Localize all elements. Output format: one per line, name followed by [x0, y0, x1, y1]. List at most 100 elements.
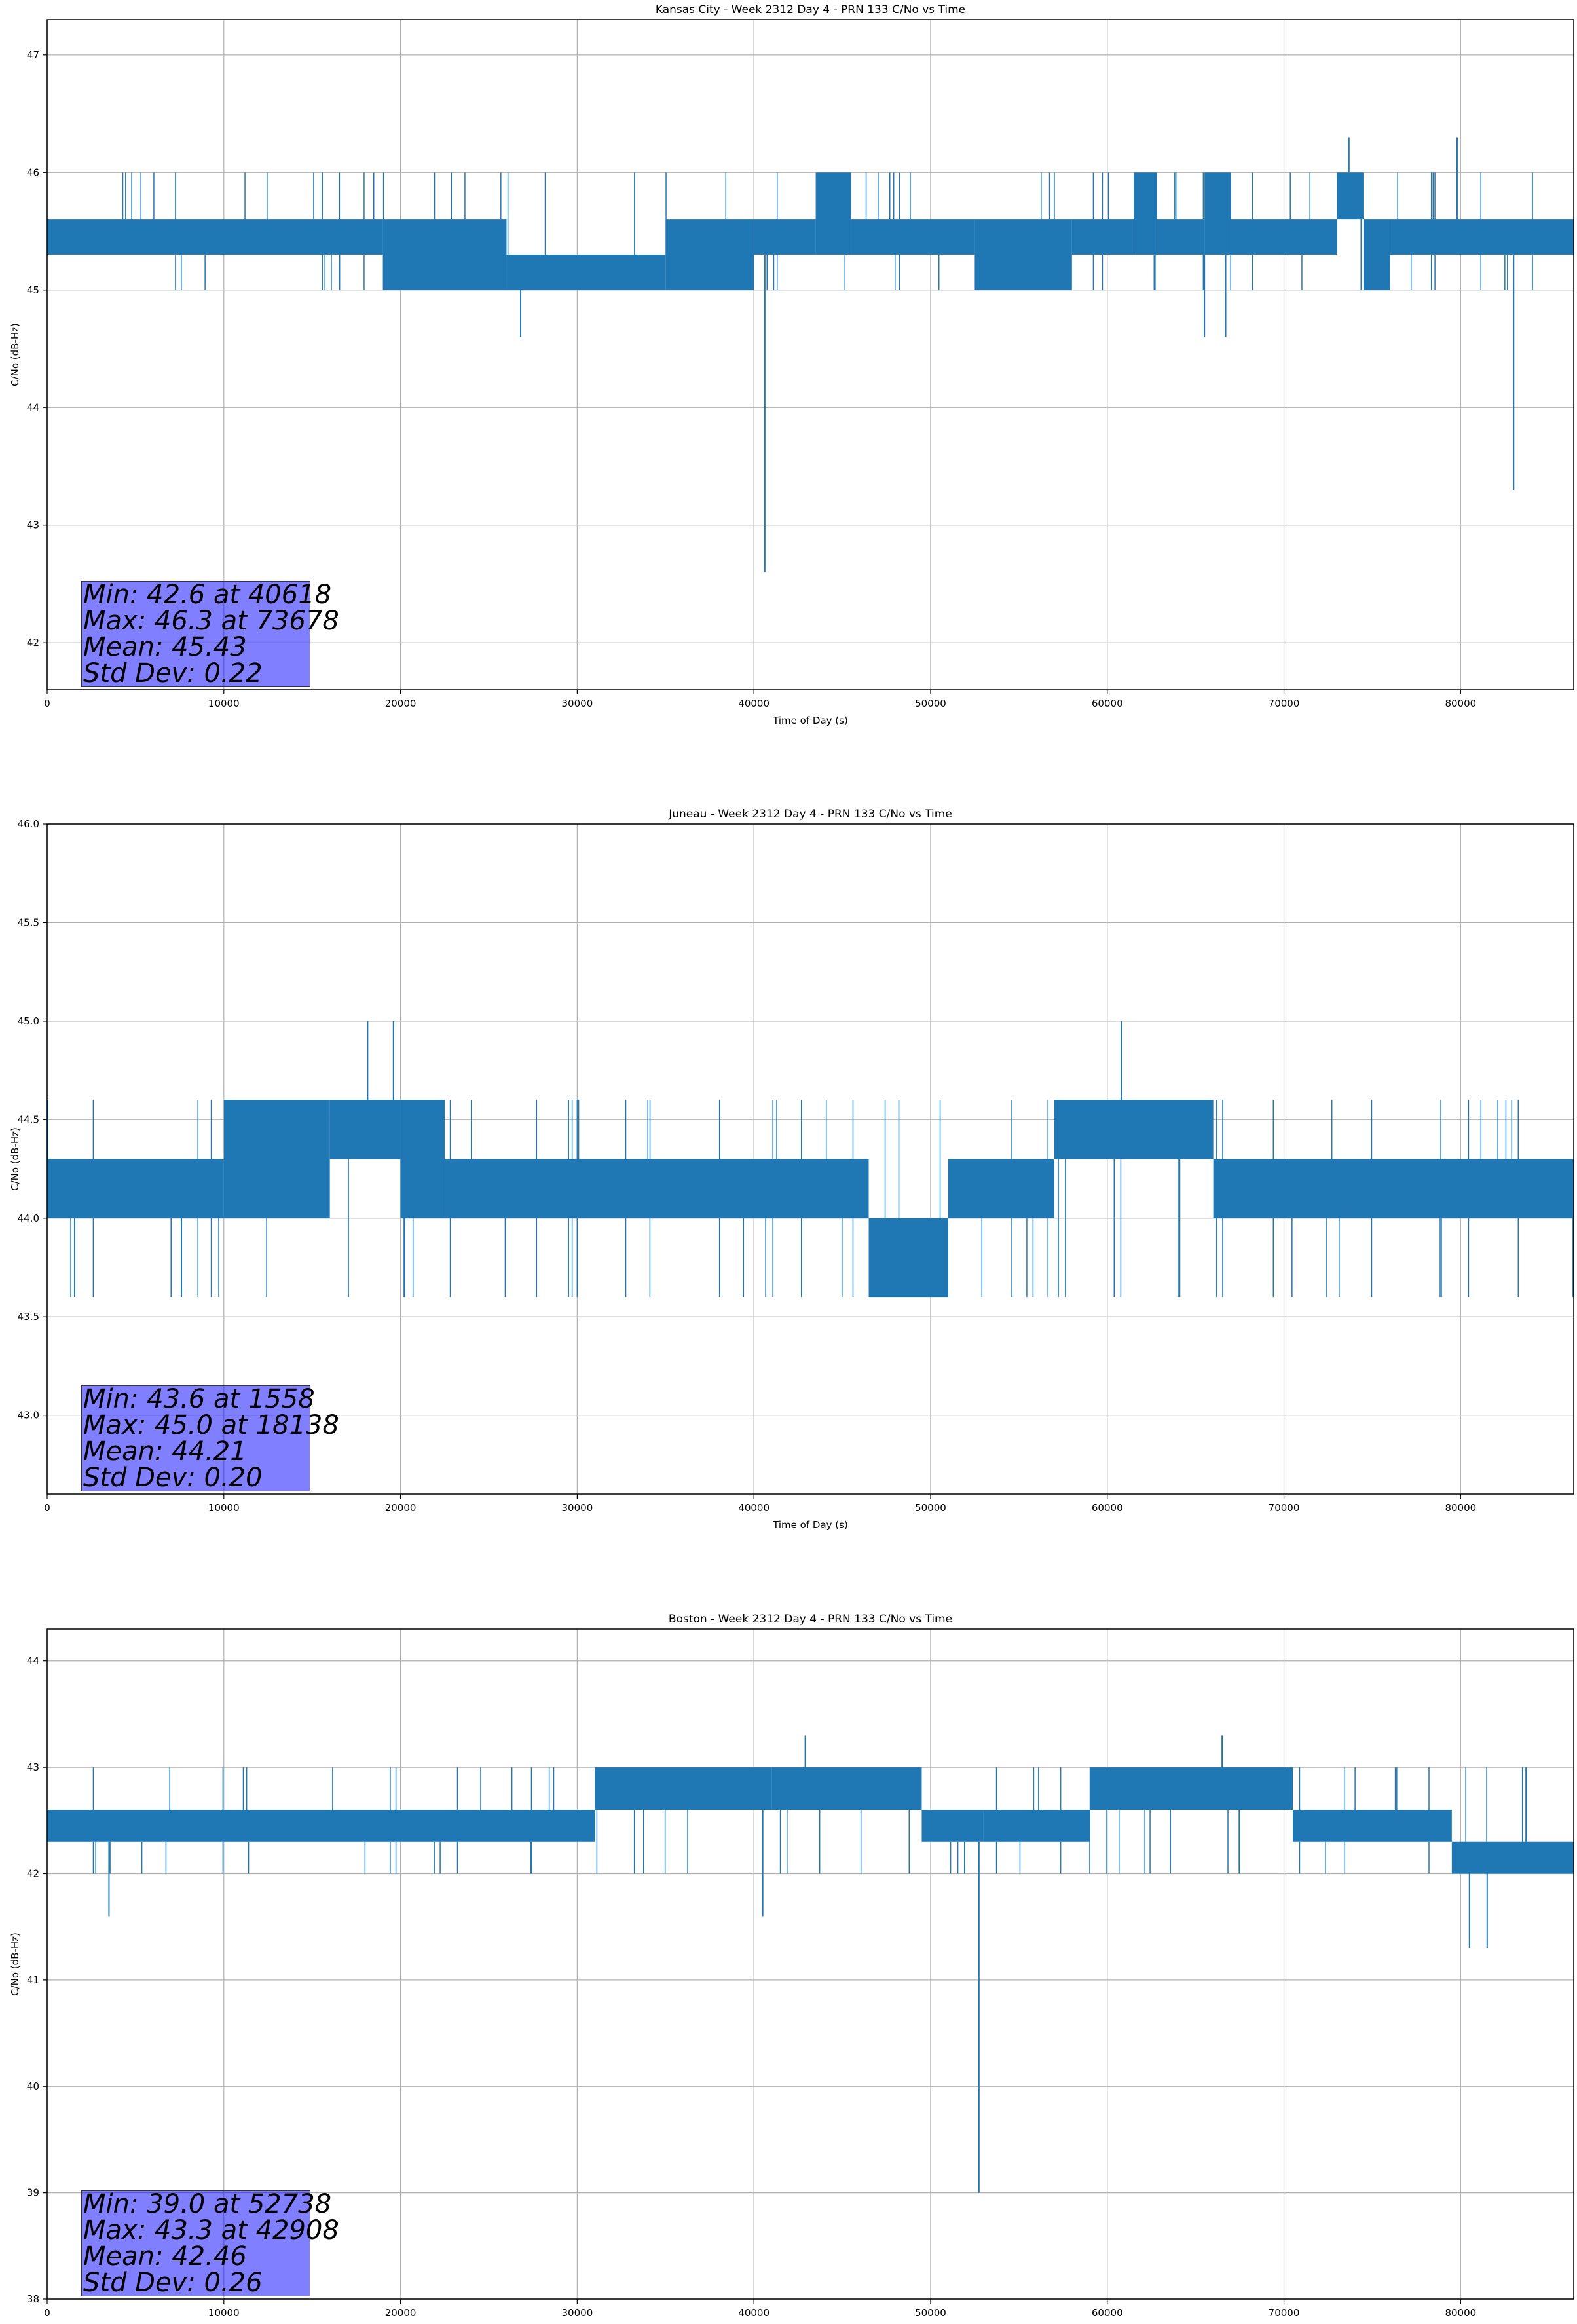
y-tick-label: 44: [27, 1655, 39, 1667]
band-segment: [1337, 172, 1364, 220]
band-segment: [47, 219, 383, 255]
y-tick-label: 43.0: [18, 1410, 39, 1421]
band-segment: [400, 1100, 445, 1218]
band-segment: [1363, 219, 1390, 290]
band-segment: [47, 1159, 224, 1218]
band-segment: [1204, 172, 1231, 255]
chart-1: 0 10000 20000 30000 40000 50000 60000 70000 8000…: [9, 808, 1574, 1531]
x-tick-label: 60000: [1092, 1502, 1123, 1514]
band-segment: [868, 1218, 948, 1298]
chart-title: Kansas City - Week 2312 Day 4 - PRN 133 …: [656, 3, 965, 16]
axes-frame: [46, 19, 1574, 690]
x-tick-label: 80000: [1445, 698, 1476, 709]
x-tick-label: 40000: [738, 2307, 770, 2319]
band-segment: [506, 254, 666, 290]
band-segment: [382, 219, 507, 290]
stats-line: Min: 39.0 at 52738: [83, 2189, 332, 2219]
y-tick-label: 41: [27, 1974, 39, 1986]
band-segment: [329, 1100, 401, 1159]
x-tick-label: 10000: [208, 1502, 240, 1514]
x-tick-label: 10000: [208, 2307, 240, 2319]
stats-box: Min: 39.0 at 52738 Max: 43.3 at 42908 Mean…: [81, 2189, 339, 2298]
x-tick-label: 20000: [385, 1502, 417, 1514]
band-segment: [47, 1810, 595, 1842]
x-tick-label: 50000: [915, 698, 946, 709]
x-tick-label: 80000: [1445, 1502, 1476, 1514]
stats-line: Min: 42.6 at 40618: [83, 580, 332, 610]
band-segment: [1134, 172, 1157, 255]
x-tick-label: 70000: [1269, 2307, 1300, 2319]
band-segment: [665, 219, 754, 290]
x-tick-label: 40000: [738, 1502, 770, 1514]
stats-line: Std Dev: 0.22: [83, 658, 263, 688]
band-segment: [921, 1810, 984, 1842]
y-tick-label: 46: [27, 166, 39, 178]
y-tick-label: 45.5: [18, 916, 39, 928]
y-tick-label: 43: [27, 1761, 39, 1773]
y-tick-label: 38: [27, 2293, 39, 2305]
band-segment: [1157, 219, 1205, 255]
x-tick-label: 0: [44, 698, 50, 709]
x-tick-label: 50000: [915, 1502, 946, 1514]
y-axis-label: C/No (dB-Hz): [9, 1932, 21, 1996]
chart-title: Juneau - Week 2312 Day 4 - PRN 133 C/No …: [668, 808, 952, 821]
stats-line: Max: 43.3 at 42908: [83, 2215, 339, 2245]
y-tick-label: 42: [27, 637, 39, 648]
x-tick-label: 40000: [738, 698, 770, 709]
x-tick-label: 70000: [1269, 698, 1300, 709]
x-tick-label: 0: [44, 2307, 50, 2319]
y-axis-label: C/No (dB-Hz): [9, 323, 21, 386]
band-segment: [851, 219, 975, 255]
band-segment: [1071, 219, 1134, 255]
band-segment: [974, 219, 1072, 290]
x-tick-label: 70000: [1269, 1502, 1300, 1514]
x-tick-label: 20000: [385, 2307, 417, 2319]
band-segment: [445, 1159, 869, 1218]
band-segment: [1054, 1100, 1214, 1159]
x-tick-label: 80000: [1445, 2307, 1476, 2319]
stats-line: Min: 43.6 at 1558: [83, 1384, 315, 1414]
y-tick-label: 45: [27, 284, 39, 296]
y-tick-label: 43: [27, 519, 39, 531]
stats-box: Min: 43.6 at 1558 Max: 45.0 at 18138 Mean:…: [81, 1384, 339, 1493]
band-segment: [1451, 1841, 1574, 1874]
stats-line: Mean: 45.43: [83, 632, 247, 662]
x-tick-label: 60000: [1092, 2307, 1123, 2319]
x-tick-label: 50000: [915, 2307, 946, 2319]
band-segment: [771, 1767, 922, 1810]
x-tick-label: 0: [44, 1502, 50, 1514]
band-segment: [754, 219, 816, 255]
stats-line: Mean: 44.21: [83, 1436, 247, 1467]
y-axis-label: C/No (dB-Hz): [9, 1127, 21, 1191]
band-segment: [1390, 219, 1574, 255]
x-tick-label: 30000: [562, 1502, 593, 1514]
data-series: [47, 1735, 1574, 2193]
y-tick-label: 45.0: [18, 1015, 39, 1027]
x-tick-label: 20000: [385, 698, 417, 709]
y-tick-label: 44.0: [18, 1212, 39, 1224]
y-tick-label: 39: [27, 2187, 39, 2199]
band-segment: [1213, 1159, 1574, 1218]
y-tick-label: 47: [27, 49, 39, 61]
stats-line: Mean: 42.46: [83, 2241, 247, 2272]
stats-line: Std Dev: 0.26: [83, 2268, 263, 2298]
y-tick-label: 40: [27, 2080, 39, 2092]
band-segment: [595, 1767, 772, 1810]
stats-line: Max: 45.0 at 18138: [83, 1410, 339, 1440]
y-tick-label: 46.0: [18, 818, 39, 830]
x-tick-label: 10000: [208, 698, 240, 709]
x-axis-label: Time of Day (s): [772, 1519, 848, 1531]
band-segment: [815, 172, 851, 255]
x-axis-label: Time of Day (s): [772, 715, 848, 726]
x-tick-label: 60000: [1092, 698, 1123, 709]
x-tick-label: 30000: [562, 698, 593, 709]
data-series: [47, 1021, 1574, 1298]
y-tick-label: 44: [27, 402, 39, 413]
data-series: [47, 137, 1574, 572]
y-tick-label: 42: [27, 1867, 39, 1879]
band-segment: [1231, 219, 1337, 255]
x-tick-label: 30000: [562, 2307, 593, 2319]
band-segment: [1293, 1810, 1452, 1842]
stats-line: Std Dev: 0.20: [83, 1463, 263, 1493]
axes-frame: [46, 823, 1574, 1495]
